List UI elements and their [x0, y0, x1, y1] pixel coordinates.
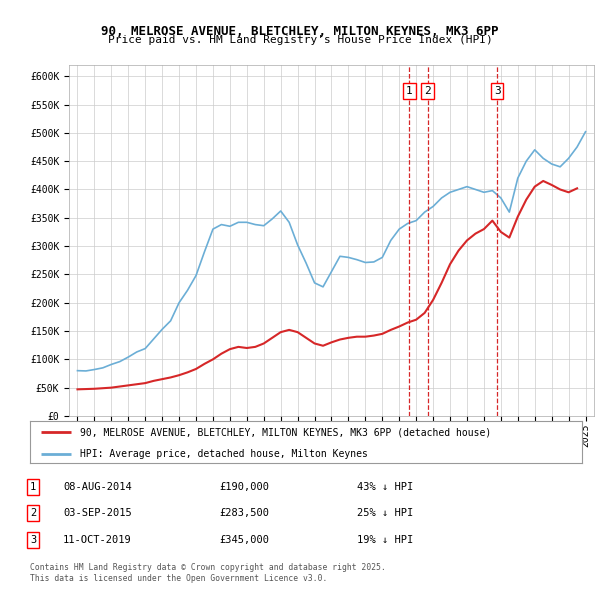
Text: 25% ↓ HPI: 25% ↓ HPI — [357, 509, 413, 518]
Text: £345,000: £345,000 — [219, 535, 269, 545]
Text: 1: 1 — [30, 482, 36, 491]
Text: 3: 3 — [494, 86, 500, 96]
Text: Price paid vs. HM Land Registry's House Price Index (HPI): Price paid vs. HM Land Registry's House … — [107, 35, 493, 45]
Text: HPI: Average price, detached house, Milton Keynes: HPI: Average price, detached house, Milt… — [80, 449, 368, 459]
Text: £190,000: £190,000 — [219, 482, 269, 491]
Text: 90, MELROSE AVENUE, BLETCHLEY, MILTON KEYNES, MK3 6PP (detached house): 90, MELROSE AVENUE, BLETCHLEY, MILTON KE… — [80, 427, 491, 437]
Text: 1: 1 — [406, 86, 413, 96]
Text: 90, MELROSE AVENUE, BLETCHLEY, MILTON KEYNES, MK3 6PP: 90, MELROSE AVENUE, BLETCHLEY, MILTON KE… — [101, 25, 499, 38]
Text: 19% ↓ HPI: 19% ↓ HPI — [357, 535, 413, 545]
Text: 2: 2 — [424, 86, 431, 96]
Text: 11-OCT-2019: 11-OCT-2019 — [63, 535, 132, 545]
Text: 03-SEP-2015: 03-SEP-2015 — [63, 509, 132, 518]
Text: 2: 2 — [30, 509, 36, 518]
Text: 08-AUG-2014: 08-AUG-2014 — [63, 482, 132, 491]
Text: 3: 3 — [30, 535, 36, 545]
Text: £283,500: £283,500 — [219, 509, 269, 518]
Text: This data is licensed under the Open Government Licence v3.0.: This data is licensed under the Open Gov… — [30, 574, 328, 583]
Text: 43% ↓ HPI: 43% ↓ HPI — [357, 482, 413, 491]
Text: Contains HM Land Registry data © Crown copyright and database right 2025.: Contains HM Land Registry data © Crown c… — [30, 563, 386, 572]
